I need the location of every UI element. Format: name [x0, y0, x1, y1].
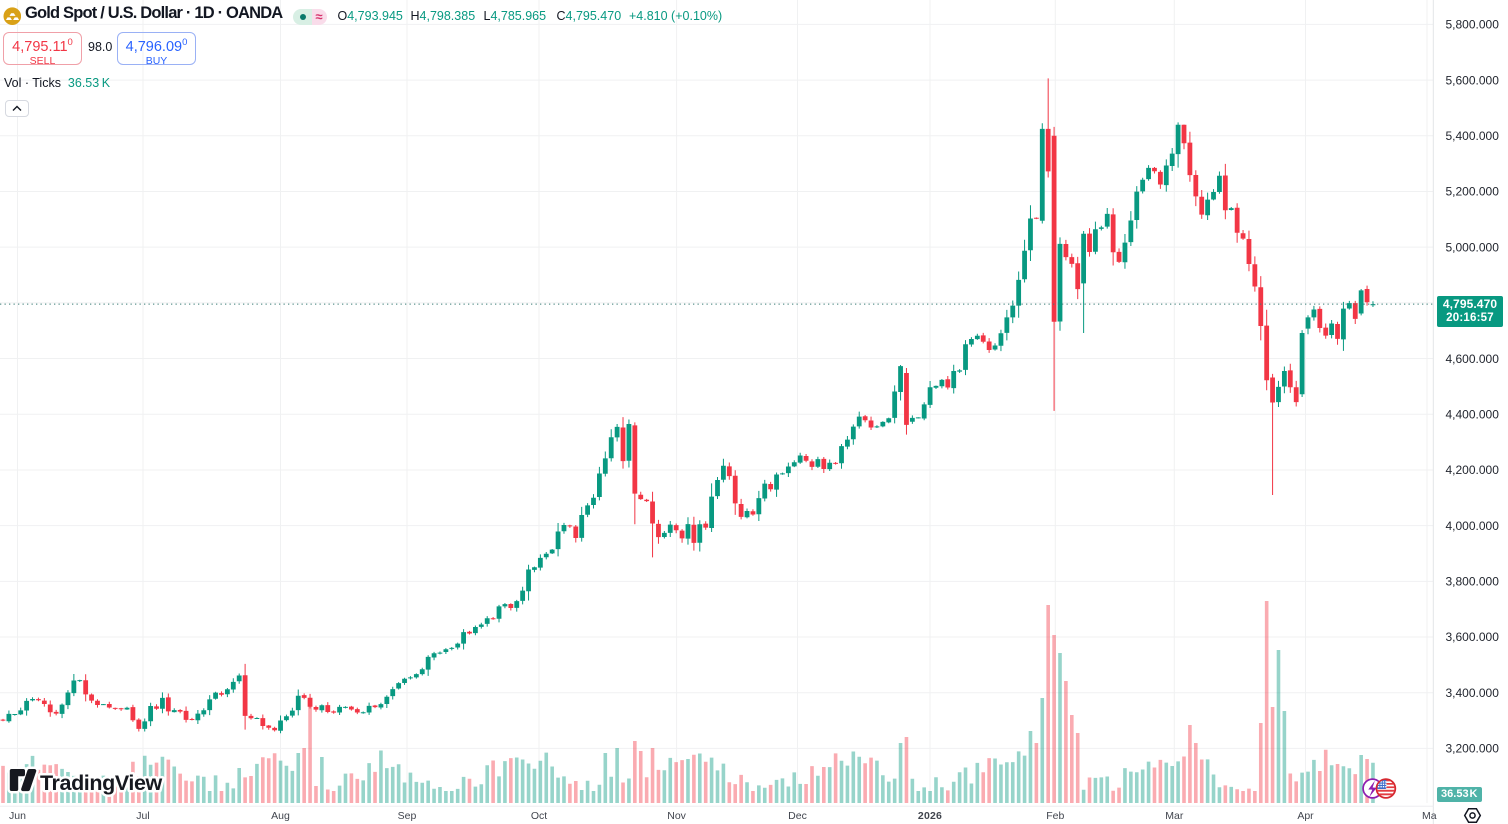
- svg-text:Nov: Nov: [667, 810, 686, 822]
- svg-text:3,400.000: 3,400.000: [1446, 686, 1500, 700]
- svg-text:5,000.000: 5,000.000: [1446, 240, 1500, 254]
- svg-text:Feb: Feb: [1046, 810, 1064, 822]
- svg-text:Mar: Mar: [1165, 810, 1184, 822]
- svg-text:5,400.000: 5,400.000: [1446, 129, 1500, 143]
- svg-text:5,800.000: 5,800.000: [1446, 18, 1500, 32]
- svg-text:3,200.000: 3,200.000: [1446, 742, 1500, 756]
- svg-text:Apr: Apr: [1297, 810, 1314, 822]
- svg-text:TradingView: TradingView: [40, 771, 163, 795]
- svg-text:2026: 2026: [918, 810, 942, 822]
- svg-text:TradingView: TradingView: [40, 771, 163, 795]
- svg-text:5,600.000: 5,600.000: [1446, 73, 1500, 87]
- svg-text:3,800.000: 3,800.000: [1446, 575, 1500, 589]
- svg-text:Aug: Aug: [271, 810, 290, 822]
- svg-text:3,600.000: 3,600.000: [1446, 630, 1500, 644]
- svg-text:Jun: Jun: [9, 810, 26, 822]
- svg-text:Oct: Oct: [531, 810, 547, 822]
- svg-text:4,000.000: 4,000.000: [1446, 519, 1500, 533]
- svg-text:5,200.000: 5,200.000: [1446, 185, 1500, 199]
- svg-text:Jul: Jul: [136, 810, 149, 822]
- svg-text:Sep: Sep: [398, 810, 417, 822]
- svg-text:Ma: Ma: [1422, 810, 1437, 822]
- svg-text:4,200.000: 4,200.000: [1446, 463, 1500, 477]
- svg-text:4,600.000: 4,600.000: [1446, 352, 1500, 366]
- svg-text:Dec: Dec: [788, 810, 807, 822]
- svg-text:4,400.000: 4,400.000: [1446, 407, 1500, 421]
